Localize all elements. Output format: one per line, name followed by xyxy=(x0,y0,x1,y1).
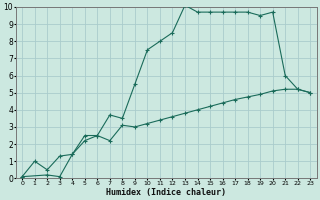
X-axis label: Humidex (Indice chaleur): Humidex (Indice chaleur) xyxy=(106,188,226,197)
